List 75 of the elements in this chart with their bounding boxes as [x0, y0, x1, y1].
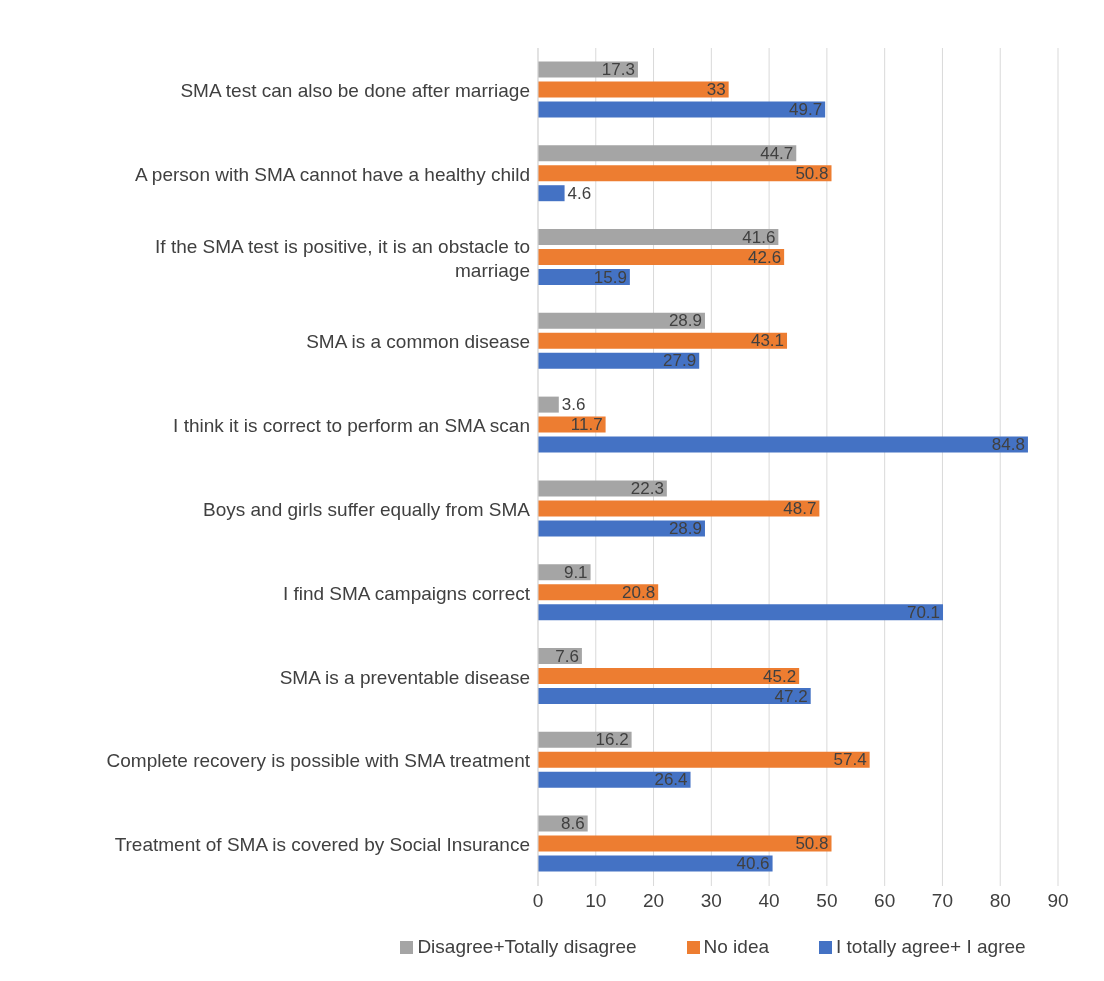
y-tick-label: Complete recovery is possible with SMA treatment	[106, 749, 531, 771]
bar	[538, 332, 788, 349]
data-label: 70.1	[906, 602, 941, 622]
data-label: 22.3	[630, 478, 664, 498]
data-label: 48.7	[783, 498, 817, 518]
data-label: 16.2	[595, 730, 629, 750]
data-label: 84.8	[991, 435, 1025, 455]
legend-label: No idea	[703, 936, 770, 957]
y-tick-label: Boys and girls suffer equally from SMA	[202, 498, 531, 520]
data-label: 17.3	[601, 59, 635, 79]
x-tick-label: 20	[642, 890, 665, 912]
data-label: 42.6	[748, 247, 782, 267]
data-label: 4.6	[567, 183, 592, 203]
bar	[538, 249, 785, 266]
x-tick-label: 90	[1047, 890, 1069, 912]
data-label: 9.1	[563, 562, 588, 582]
data-label: 33	[706, 79, 726, 99]
y-tick-label: I think it is correct to perform an SMA scan	[173, 414, 530, 436]
bar	[538, 185, 565, 202]
x-tick-label: 50	[816, 890, 838, 912]
bar	[538, 668, 800, 685]
data-label: 15.9	[593, 267, 627, 287]
data-label: 28.9	[668, 518, 702, 538]
x-tick-label: 80	[989, 890, 1011, 912]
bar	[538, 229, 779, 246]
bar	[538, 688, 811, 705]
data-label: 3.6	[561, 395, 586, 415]
y-tick-label: SMA is a common disease	[306, 330, 530, 352]
y-tick-label: SMA is a preventable disease	[279, 666, 530, 687]
data-label: 50.8	[795, 834, 829, 854]
data-label: 20.8	[622, 582, 656, 602]
bar	[538, 480, 667, 497]
data-label: 26.4	[654, 770, 688, 790]
x-tick-label: 40	[758, 890, 780, 912]
data-label: 41.6	[742, 227, 776, 247]
y-tick-label: If the SMA test is positive, it is an obstacle to marriage	[155, 235, 530, 280]
data-label: 7.6	[555, 646, 579, 666]
bar	[538, 101, 826, 118]
y-tick-label: Treatment of SMA is covered by Social Insurance	[114, 833, 530, 855]
bar	[538, 751, 870, 768]
bar	[538, 81, 729, 98]
bar	[538, 604, 944, 621]
y-tick-label: A person with SMA cannot have a healthy child	[134, 163, 530, 185]
data-label: 57.4	[833, 750, 867, 770]
data-label: 47.2	[774, 686, 808, 706]
x-tick-label: 0	[532, 890, 544, 912]
bar	[538, 396, 559, 413]
data-label: 44.7	[760, 143, 794, 163]
bar	[538, 165, 832, 182]
bar	[538, 352, 700, 369]
legend-label: Disagree+Totally disagree	[417, 936, 637, 957]
bar	[538, 835, 832, 852]
data-label: 11.7	[570, 415, 603, 435]
bar	[538, 520, 705, 537]
data-label: 40.6	[736, 854, 770, 874]
x-tick-label: 10	[585, 890, 607, 912]
bar	[538, 771, 691, 788]
x-tick-label: 60	[874, 890, 896, 912]
bar	[538, 145, 797, 162]
data-label: 49.7	[789, 99, 823, 119]
bar	[538, 855, 773, 872]
data-label: 28.9	[668, 311, 702, 331]
bar	[538, 436, 1028, 453]
data-label: 43.1	[750, 331, 785, 351]
bar	[538, 500, 820, 517]
bar	[538, 312, 705, 329]
legend-label: I totally agree+ I agree	[836, 936, 1026, 957]
x-tick-label: 30	[700, 890, 722, 912]
x-tick-label: 70	[931, 890, 954, 912]
y-tick-label: I find SMA campaigns correct	[282, 582, 531, 604]
data-label: 27.9	[663, 351, 697, 371]
data-label: 8.6	[561, 814, 585, 834]
y-tick-label: SMA test can also be done after marriage	[180, 79, 530, 101]
data-label: 45.2	[763, 666, 797, 686]
data-label: 50.8	[795, 163, 829, 183]
